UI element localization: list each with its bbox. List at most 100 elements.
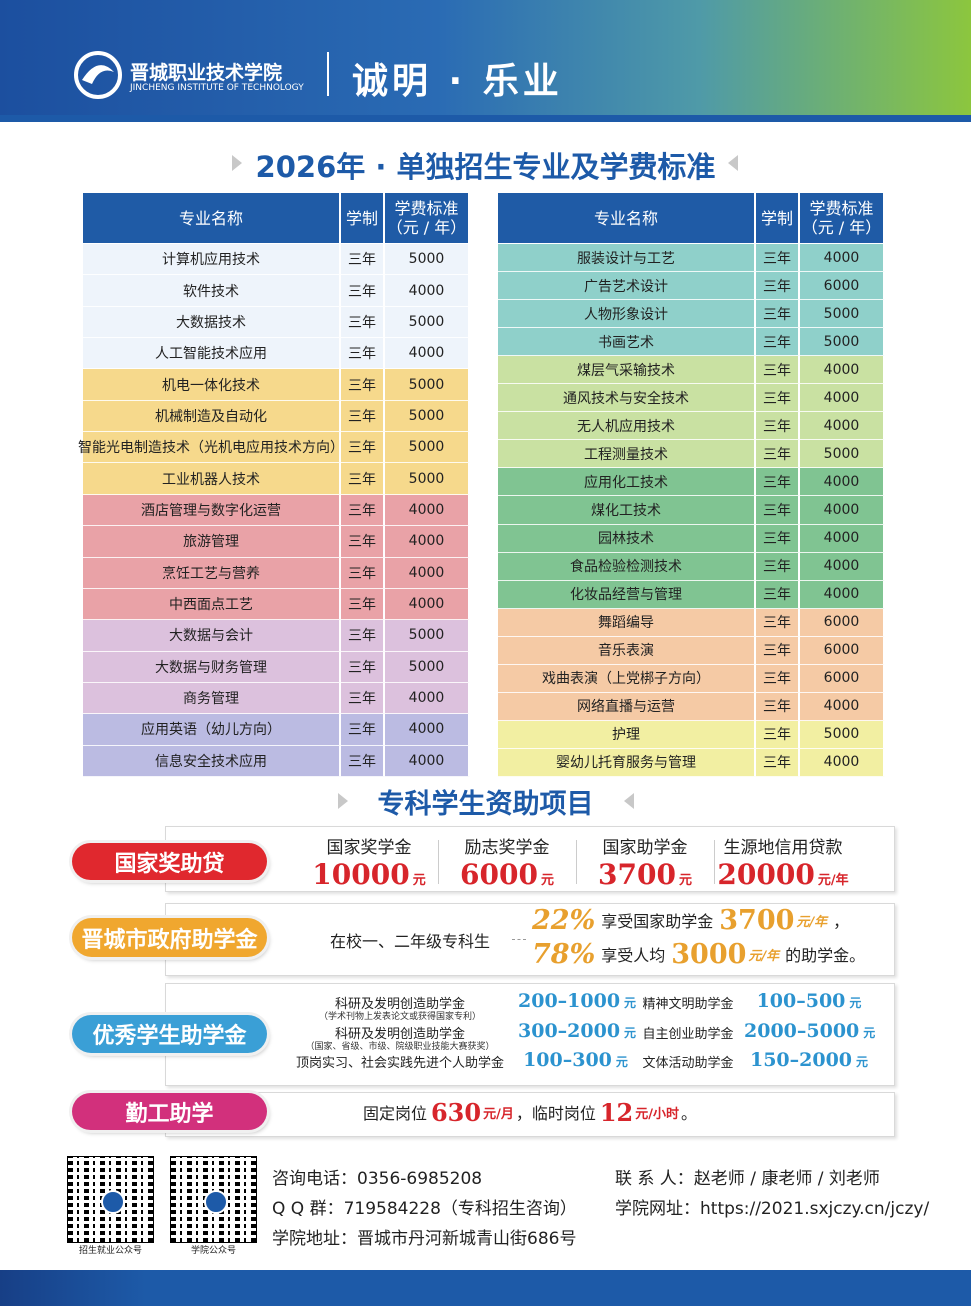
major-name: 园林技术 <box>498 524 756 553</box>
school-name: 晋城职业技术学院 <box>130 62 283 84</box>
duration: 三年 <box>341 244 385 276</box>
duration: 三年 <box>341 400 385 433</box>
duration: 三年 <box>756 580 800 609</box>
duration: 三年 <box>341 463 385 495</box>
aid-item: 励志奖学金 6000 元 <box>438 833 576 891</box>
aid-text: 12 <box>599 1097 634 1127</box>
school-name-en: JINCHENG INSTITUTE OF TECHNOLOGY <box>130 83 304 93</box>
duration: 三年 <box>341 526 385 558</box>
aid-line: 22% 享受国家助学金 3700 元/年 ， <box>532 902 849 938</box>
duration: 三年 <box>341 275 385 307</box>
arrow <box>512 939 526 940</box>
aid-text: 固定岗位 <box>362 1104 427 1123</box>
fee: 4000 <box>385 557 470 589</box>
fee: 4000 <box>385 494 470 527</box>
major-name: 网络直播与运营 <box>498 692 756 721</box>
table-header: 学制 <box>341 193 385 243</box>
duration: 三年 <box>341 557 385 589</box>
aid-amount: 2000–5000 元 <box>744 1020 875 1042</box>
table-header: 学制 <box>756 193 800 243</box>
aid-item: 生源地信用贷款 20000 元/年 <box>714 833 852 891</box>
aid-amount: 20000 元/年 <box>714 858 852 891</box>
amount: 100–500 <box>756 990 846 1012</box>
header-text: 学费标准 <box>394 199 459 218</box>
duration: 三年 <box>756 384 800 413</box>
major-name: 智能光电制造技术（光机电应用技术方向） <box>78 432 344 464</box>
header-band <box>0 0 971 115</box>
major-name: 人物形象设计 <box>498 300 756 329</box>
aid-amount: 3700 元 <box>576 858 714 891</box>
header-text: （元 / 年） <box>386 218 467 237</box>
major-name: 戏曲表演（上党梆子方向） <box>498 664 756 693</box>
contact-value: https://2021.sxjczy.cn/jczy/ <box>700 1199 930 1219</box>
fee: 5000 <box>385 244 470 276</box>
aid-text: 78% <box>532 938 596 970</box>
contact: Q Q 群：719584228（专科招生咨询） <box>272 1194 577 1219</box>
fee: 4000 <box>385 714 470 746</box>
duration: 三年 <box>341 494 385 527</box>
fee: 5000 <box>385 369 470 401</box>
aid-text: 享受国家助学金 <box>601 912 714 931</box>
table-header: 专业名称 <box>498 193 756 243</box>
header-text: 学制 <box>760 208 793 228</box>
major-name: 应用化工技术 <box>498 468 756 497</box>
fee: 4000 <box>800 524 885 553</box>
unit: 元 <box>849 996 862 1010</box>
duration: 三年 <box>756 468 800 497</box>
duration: 三年 <box>756 552 800 581</box>
major-name: 煤层气采输技术 <box>498 356 756 385</box>
aid-text: 3000 <box>671 938 747 970</box>
major-name: 护理 <box>498 720 756 749</box>
amount: 10000 <box>312 858 410 891</box>
fee: 5000 <box>800 720 885 749</box>
major-name: 商务管理 <box>83 682 341 715</box>
fee: 5000 <box>800 440 885 469</box>
header-text: （元 / 年） <box>801 218 882 237</box>
unit: 元 <box>540 873 554 888</box>
fee: 5000 <box>385 432 470 464</box>
separator <box>438 840 439 884</box>
aid-name: 国家奖学金 <box>326 838 412 858</box>
contact-value: 719584228（专科招生咨询） <box>343 1199 577 1219</box>
fee: 5000 <box>385 400 470 433</box>
duration: 三年 <box>756 748 800 777</box>
fee: 4000 <box>800 692 885 721</box>
duration: 三年 <box>341 620 385 652</box>
major-name: 工程测量技术 <box>498 440 756 469</box>
separator <box>576 840 577 884</box>
duration: 三年 <box>756 356 800 385</box>
duration: 三年 <box>756 440 800 469</box>
fee: 4000 <box>800 748 885 777</box>
fee: 5000 <box>385 306 470 339</box>
major-name: 音乐表演 <box>498 636 756 665</box>
header-text: 学制 <box>345 208 378 228</box>
contact: 学院地址：晋城市丹河新城青山街686号 <box>272 1224 576 1249</box>
major-name: 应用英语（幼儿方向） <box>83 714 341 746</box>
contact: 学院网址：https://2021.sxjczy.cn/jczy/ <box>615 1194 929 1219</box>
unit: 元/年 <box>817 873 849 888</box>
major-name: 烹饪工艺与营养 <box>83 557 341 589</box>
major-name: 大数据与财务管理 <box>83 651 341 683</box>
aid-text: 的助学金。 <box>785 946 866 965</box>
amount: 6000 <box>460 858 538 891</box>
major-name: 通风技术与安全技术 <box>498 384 756 413</box>
aid-box <box>165 903 895 976</box>
fee: 6000 <box>800 664 885 693</box>
duration: 三年 <box>341 682 385 715</box>
aid-name: 科研及发明创造助学金 <box>334 997 465 1012</box>
aid-text: 3700 <box>719 904 795 936</box>
fee: 4000 <box>385 526 470 558</box>
unit: 元 <box>412 873 426 888</box>
duration: 三年 <box>341 306 385 339</box>
contact-value: 晋城市丹河新城青山街686号 <box>357 1229 577 1249</box>
aid-label: 国家奖助贷 <box>72 843 267 880</box>
aid-text: ， <box>833 912 850 931</box>
deco <box>232 155 242 171</box>
table-header: 专业名称 <box>83 193 341 243</box>
aid-name: 精神文明助学金 <box>642 997 734 1012</box>
qr-label: 招生就业公众号 <box>78 1246 142 1256</box>
aid-line: 固定岗位 630 元/月 ，临时岗位 12 元/小时。 <box>165 1094 895 1130</box>
qr-center <box>101 1190 125 1214</box>
aid-label: 优秀学生助学金 <box>72 1015 267 1053</box>
